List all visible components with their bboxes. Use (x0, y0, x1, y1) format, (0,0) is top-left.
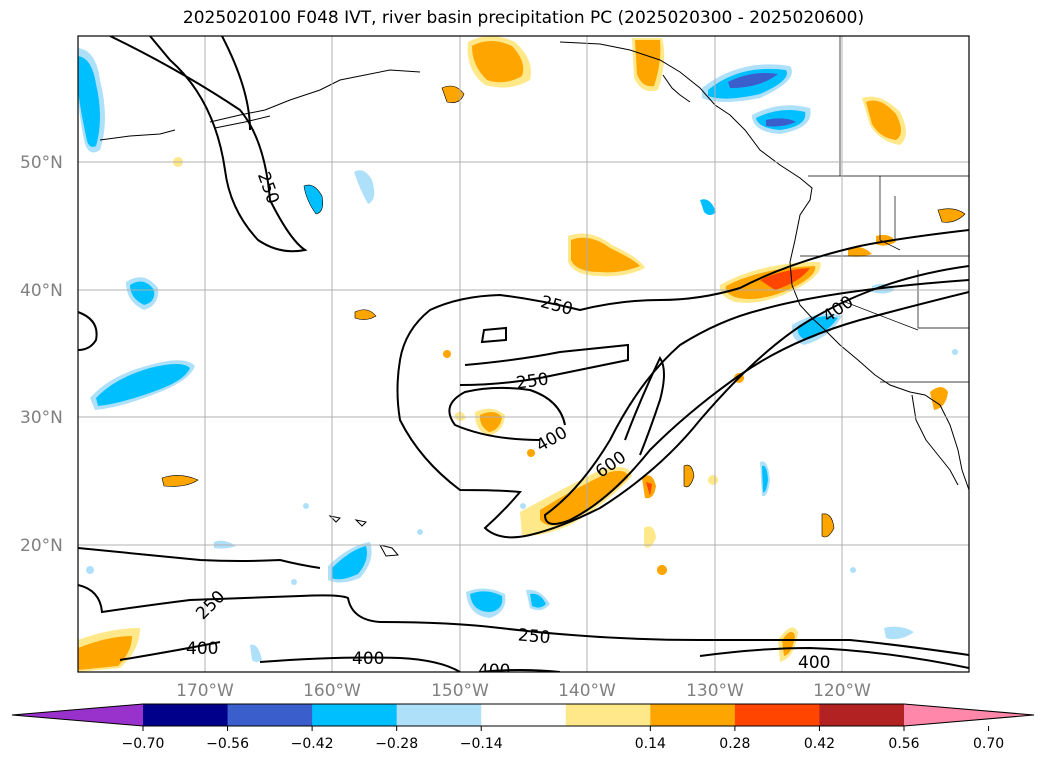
lat-label: 30°N (20, 408, 63, 428)
colorbar-tick-label: −0.56 (206, 736, 249, 752)
lon-label: 130°W (686, 681, 744, 701)
colorbar-segment (650, 704, 736, 726)
negative-pc-areas (78, 48, 958, 662)
latitude-labels: 50°N 40°N 30°N 20°N (20, 153, 63, 556)
lat-label: 50°N (20, 153, 63, 173)
positive-pc-areas (78, 36, 966, 672)
colorbar-tick-label: −0.42 (291, 736, 334, 752)
colorbar-tick-label: 0.42 (804, 736, 835, 752)
contour-label: 400 (478, 661, 510, 681)
colorbar-tick-label: 0.56 (888, 736, 919, 752)
colorbar-segment (819, 704, 905, 726)
colorbar-extend-high (904, 704, 1034, 726)
colorbar-segment (481, 704, 567, 726)
colorbar-tick-label: 0.14 (635, 736, 666, 752)
colorbar: −0.70 −0.56 −0.42 −0.28 −0.14 0.14 0.28 0.42 0.5… (11, 703, 1035, 752)
colorbar-extend-low (12, 704, 143, 726)
lon-label: 170°W (176, 681, 234, 701)
lon-label: 120°W (813, 681, 871, 701)
colorbar-segment (227, 704, 313, 726)
lon-label: 160°W (303, 681, 361, 701)
map-background (78, 36, 969, 672)
contour-label: 400 (186, 639, 218, 659)
colorbar-tick-label: 0.28 (719, 736, 750, 752)
map-frame (77, 35, 970, 673)
colorbar-segment (143, 704, 229, 726)
lon-label: 150°W (431, 681, 489, 701)
contour-label: 400 (352, 649, 384, 669)
contour-label: 250 (515, 369, 550, 393)
ivt-contours (78, 36, 969, 672)
longitude-labels: 170°W 160°W 150°W 140°W 130°W 120°W (176, 681, 871, 701)
colorbar-tick-label: −0.70 (122, 736, 165, 752)
gridlines (78, 36, 969, 672)
contour-label: 400 (798, 653, 830, 673)
colorbar-tick-label: −0.28 (375, 736, 418, 752)
lat-label: 40°N (20, 281, 63, 301)
colorbar-tick-label: −0.14 (460, 736, 503, 752)
colorbar-tick-label: 0.70 (973, 736, 1004, 752)
coastlines (99, 41, 969, 557)
lon-label: 140°W (558, 681, 616, 701)
colorbar-segment (396, 704, 482, 726)
political-borders (800, 36, 969, 383)
colorbar-segment (312, 704, 398, 726)
contour-label: 250 (517, 625, 551, 648)
map-title: 2025020100 F048 IVT, river basin precipi… (182, 8, 865, 28)
colorbar-segment (734, 704, 820, 726)
colorbar-segment (565, 704, 651, 726)
lat-label: 20°N (20, 536, 63, 556)
